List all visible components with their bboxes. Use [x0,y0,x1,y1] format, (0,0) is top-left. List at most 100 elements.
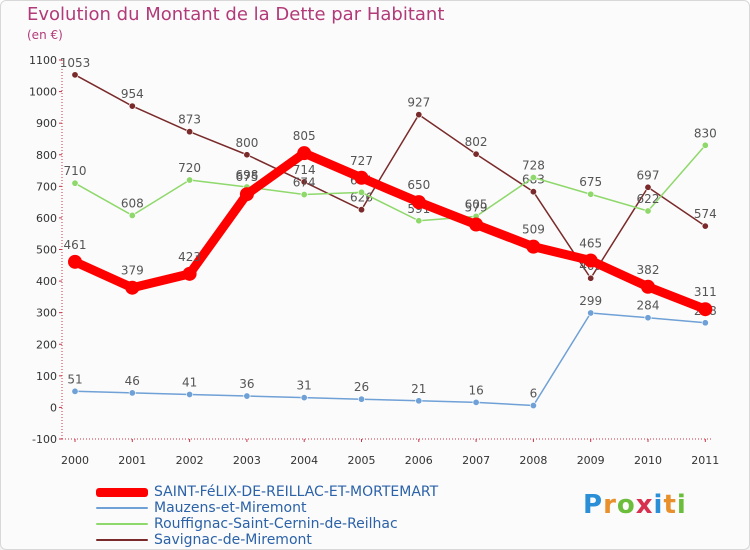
data-point [186,390,194,398]
data-point [243,392,251,400]
data-label: 31 [297,379,312,393]
y-tick-label: 500 [36,244,57,257]
legend-label: SAINT-FéLIX-DE-REILLAC-ET-MORTEMART [154,484,439,500]
data-point [415,111,423,119]
data-point [644,183,652,191]
x-tick-label: 2001 [118,454,146,467]
data-label: 728 [522,158,545,172]
data-point [71,71,79,79]
legend-swatch [96,487,148,497]
data-label: 509 [522,223,545,237]
data-point [529,188,537,196]
series-rouffignac-saint-cernin-de-reilhac: 710608720698674681591605728675622830 [64,126,717,225]
data-label: 605 [465,197,488,211]
y-tick-label: 600 [36,212,57,225]
data-point [415,397,423,405]
data-label: 36 [239,377,254,391]
data-point [300,191,308,199]
data-point [125,280,140,295]
data-label: 423 [178,250,201,264]
data-label: 465 [579,237,602,251]
data-point [526,239,541,254]
data-label: 622 [637,192,660,206]
x-tick-label: 2004 [290,454,318,467]
data-point [701,319,709,327]
data-point [641,279,655,294]
data-label: 714 [293,163,316,177]
data-point [186,176,194,184]
data-label: 650 [407,178,430,192]
y-tick-label: -100 [32,433,57,446]
x-tick-label: 2010 [634,454,662,467]
data-point [701,141,709,149]
x-tick-label: 2000 [61,454,89,467]
data-point [469,217,484,232]
data-point [357,188,365,196]
data-label: 46 [125,374,140,388]
data-label: 873 [178,113,201,127]
chart-title: Evolution du Montant de la Dette par Hab… [27,4,445,25]
data-label: 608 [121,196,144,210]
data-label: 675 [235,170,258,184]
data-point [128,102,136,110]
y-tick-label: 700 [36,180,57,193]
data-label: 674 [293,176,316,190]
data-point [357,395,365,403]
data-label: 727 [350,154,373,168]
legend-swatch [96,507,148,509]
series-saint-f-lix-de-reillac-et-mortemart: 461 379 423 675 805 727 650 579 509 465 382 311 [64,129,717,317]
data-label: 579 [465,201,488,215]
legend: SAINT-FéLIX-DE-REILLAC-ET-MORTEMART Mauz… [96,484,438,548]
data-point [472,150,480,158]
data-label: 710 [64,164,87,178]
y-tick-label: 1000 [29,86,57,99]
data-label: 382 [637,263,660,277]
data-label: 51 [67,372,82,386]
series-savignac-de-miremont: 1053954873800714626927802683409697574 [60,56,717,282]
data-point [186,128,194,136]
legend-label: Mauzens-et-Miremont [154,500,307,516]
series-line [74,312,706,407]
x-tick-label: 2011 [691,454,719,467]
data-point [182,266,197,281]
data-label: 26 [354,380,369,394]
data-point [644,207,652,215]
data-label: 830 [694,126,717,140]
data-point [357,206,365,214]
data-label: 626 [350,191,373,205]
data-point [354,170,369,185]
data-label: 697 [637,168,660,182]
y-tick-label: 300 [36,307,57,320]
legend-swatch [96,539,148,541]
data-point [128,211,136,219]
legend-item: Savignac-de-Miremont [96,532,438,548]
series-line [74,144,706,222]
data-point [300,178,308,186]
data-point [587,274,595,282]
data-point [68,254,82,269]
data-point [644,314,652,322]
data-point [587,309,595,317]
data-label: 461 [64,238,87,252]
data-point [529,173,537,181]
data-label: 41 [182,375,197,389]
proxiti-logo: Proxiti [583,490,687,520]
data-point [587,190,595,198]
data-label: 21 [411,382,426,396]
data-label: 927 [407,96,430,110]
data-label: 379 [121,264,144,278]
axes: -100 0 100 200 300 400 500 600 700 800 900 1000 1100… [29,54,719,467]
series-layer: 1053954873800714626927802683409697574710… [60,56,717,410]
data-point [71,179,79,187]
data-point [583,253,598,268]
y-tick-label: 800 [36,149,57,162]
data-point [415,217,423,225]
data-label: 299 [579,294,602,308]
data-point [297,146,312,161]
data-label: 284 [637,299,660,313]
data-point [529,402,537,410]
data-point [71,387,79,395]
x-tick-label: 2007 [462,454,490,467]
legend-swatch [96,523,148,525]
